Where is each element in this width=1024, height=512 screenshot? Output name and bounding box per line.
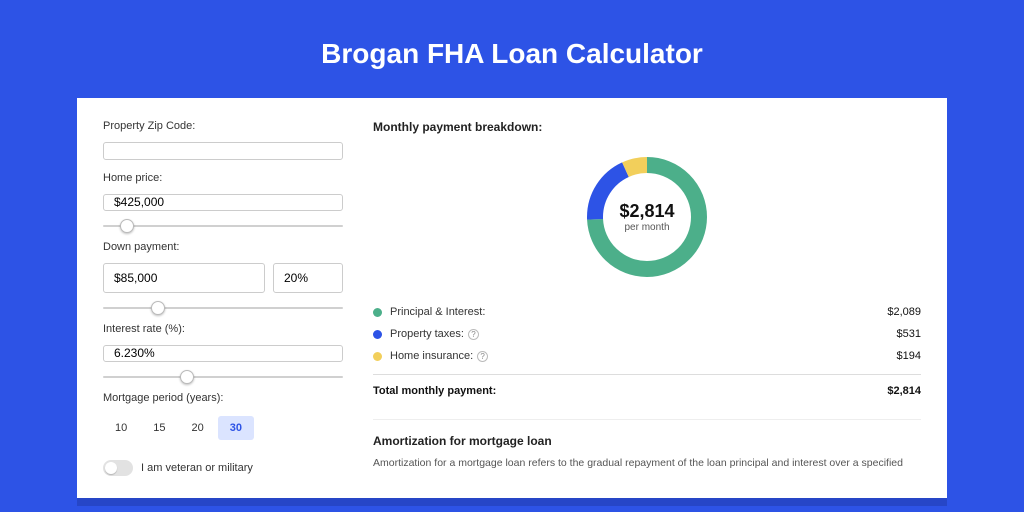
period-btn-30[interactable]: 30 (218, 416, 254, 440)
legend-value: $194 (897, 350, 921, 362)
zip-input[interactable] (103, 142, 343, 160)
form-panel: Property Zip Code: Home price: Down paym… (103, 120, 343, 476)
period-btn-15[interactable]: 15 (141, 416, 177, 440)
breakdown-heading: Monthly payment breakdown: (373, 120, 921, 134)
veteran-toggle[interactable] (103, 460, 133, 476)
calculator-card: Property Zip Code: Home price: Down paym… (77, 98, 947, 498)
info-icon[interactable]: ? (468, 329, 479, 340)
interest-input[interactable] (103, 345, 343, 363)
legend-label: Home insurance:? (390, 350, 897, 362)
down-payment-input[interactable] (103, 263, 265, 293)
breakdown-panel: Monthly payment breakdown: $2,814 per mo… (373, 120, 921, 476)
home-price-input[interactable] (103, 194, 343, 212)
zip-label: Property Zip Code: (103, 120, 343, 132)
period-label: Mortgage period (years): (103, 392, 343, 404)
legend-dot-icon (373, 308, 382, 317)
total-value: $2,814 (887, 385, 921, 397)
amort-heading: Amortization for mortgage loan (373, 419, 921, 448)
legend-dot-icon (373, 330, 382, 339)
period-options: 10152030 (103, 416, 343, 440)
legend-row-0: Principal & Interest:$2,089 (373, 306, 921, 318)
legend-label: Principal & Interest: (390, 306, 887, 318)
down-payment-pct-input[interactable] (273, 263, 343, 293)
total-row: Total monthly payment: $2,814 (373, 374, 921, 397)
legend-label: Property taxes:? (390, 328, 897, 340)
legend-value: $531 (897, 328, 921, 340)
donut-center-sub: per month (624, 222, 669, 233)
page-title: Brogan FHA Loan Calculator (0, 0, 1024, 98)
down-payment-label: Down payment: (103, 241, 343, 253)
home-price-slider[interactable] (103, 219, 343, 227)
total-label: Total monthly payment: (373, 385, 887, 397)
home-price-label: Home price: (103, 172, 343, 184)
period-btn-10[interactable]: 10 (103, 416, 139, 440)
veteran-label: I am veteran or military (141, 462, 253, 474)
interest-slider[interactable] (103, 370, 343, 378)
interest-label: Interest rate (%): (103, 323, 343, 335)
info-icon[interactable]: ? (477, 351, 488, 362)
down-payment-slider[interactable] (103, 301, 343, 309)
amort-body: Amortization for a mortgage loan refers … (373, 456, 921, 471)
legend: Principal & Interest:$2,089 Property taxe… (373, 306, 921, 362)
legend-value: $2,089 (887, 306, 921, 318)
legend-row-2: Home insurance:?$194 (373, 350, 921, 362)
donut-center-value: $2,814 (619, 201, 674, 222)
donut-chart: $2,814 per month (373, 142, 921, 292)
period-btn-20[interactable]: 20 (180, 416, 216, 440)
legend-dot-icon (373, 352, 382, 361)
legend-row-1: Property taxes:?$531 (373, 328, 921, 340)
